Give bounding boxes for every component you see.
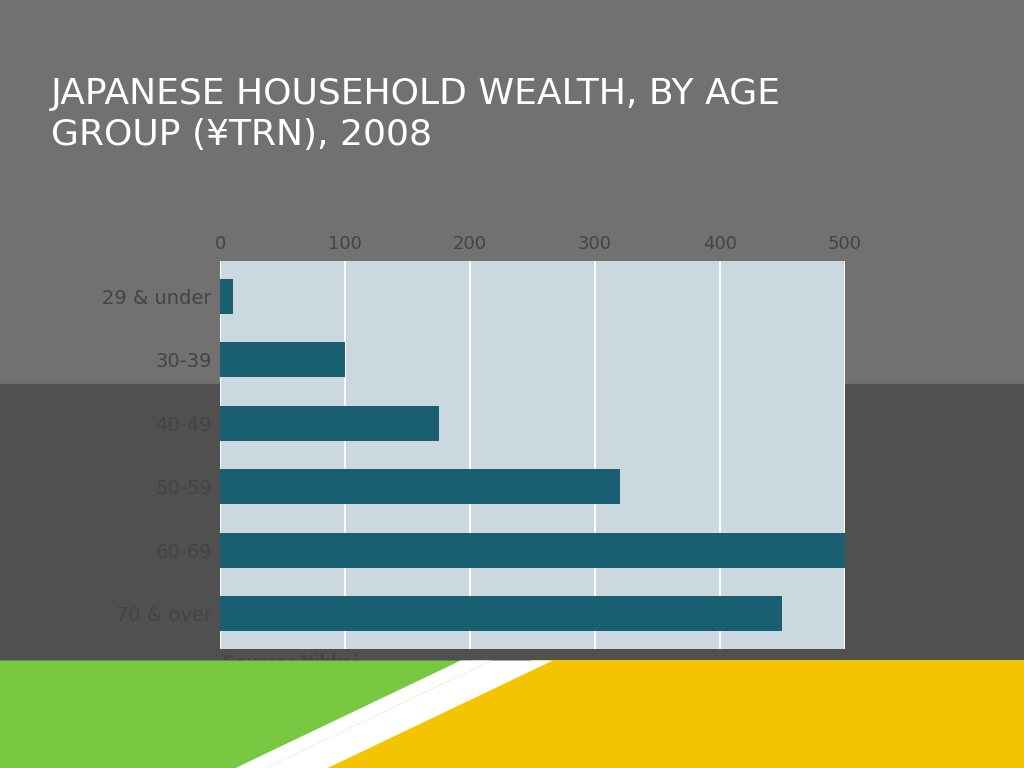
Polygon shape xyxy=(307,660,1024,768)
Text: JAPANESE HOUSEHOLD WEALTH, BY AGE
GROUP (¥TRN), 2008: JAPANESE HOUSEHOLD WEALTH, BY AGE GROUP … xyxy=(51,77,781,151)
Bar xyxy=(0,384,1024,768)
Text: 15: 15 xyxy=(975,741,999,759)
Bar xyxy=(0,0,1024,384)
Polygon shape xyxy=(0,660,492,768)
Bar xyxy=(220,469,620,505)
Bar xyxy=(220,406,438,441)
Bar xyxy=(220,597,782,631)
Polygon shape xyxy=(236,660,492,768)
Bar xyxy=(220,343,345,377)
Polygon shape xyxy=(246,660,553,768)
Text: Source: Nikkei: Source: Nikkei xyxy=(223,654,358,672)
Bar xyxy=(220,279,232,313)
Bar xyxy=(220,533,845,568)
